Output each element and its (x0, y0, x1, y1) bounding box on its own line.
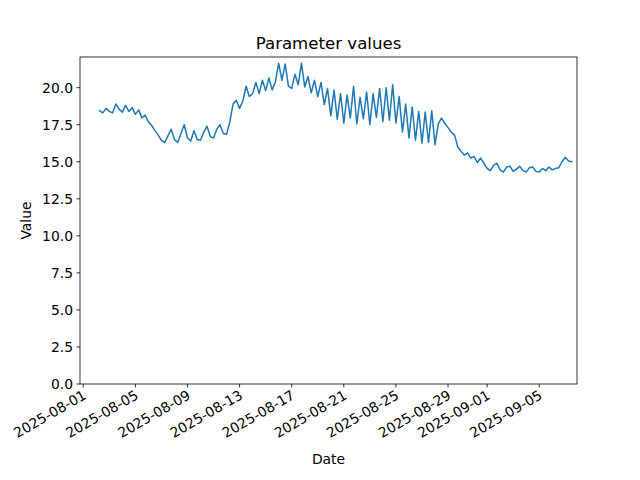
y-axis-label: Value (18, 201, 34, 239)
y-axis-ticks: 0.0 2.5 5.0 7.5 10.0 12.5 15.0 17.5 20.0 (42, 80, 80, 392)
x-axis-label: Date (312, 451, 345, 467)
y-tick-label: 12.5 (42, 191, 73, 207)
y-tick-label: 7.5 (51, 265, 73, 281)
y-tick-label: 2.5 (51, 339, 73, 355)
y-tick-label: 20.0 (42, 80, 73, 96)
y-tick-label: 10.0 (42, 228, 73, 244)
y-tick-label: 0.0 (51, 376, 73, 392)
chart-title: Parameter values (256, 34, 402, 53)
chart-canvas: 2025-08-012025-08-052025-08-092025-08-13… (0, 0, 640, 480)
x-axis-ticks: 2025-08-012025-08-052025-08-092025-08-13… (11, 384, 545, 441)
y-tick-label: 5.0 (51, 302, 73, 318)
y-tick-label: 17.5 (42, 117, 73, 133)
plot-area (80, 57, 577, 384)
y-tick-label: 15.0 (42, 154, 73, 170)
chart-figure: 2025-08-012025-08-052025-08-092025-08-13… (0, 0, 640, 480)
